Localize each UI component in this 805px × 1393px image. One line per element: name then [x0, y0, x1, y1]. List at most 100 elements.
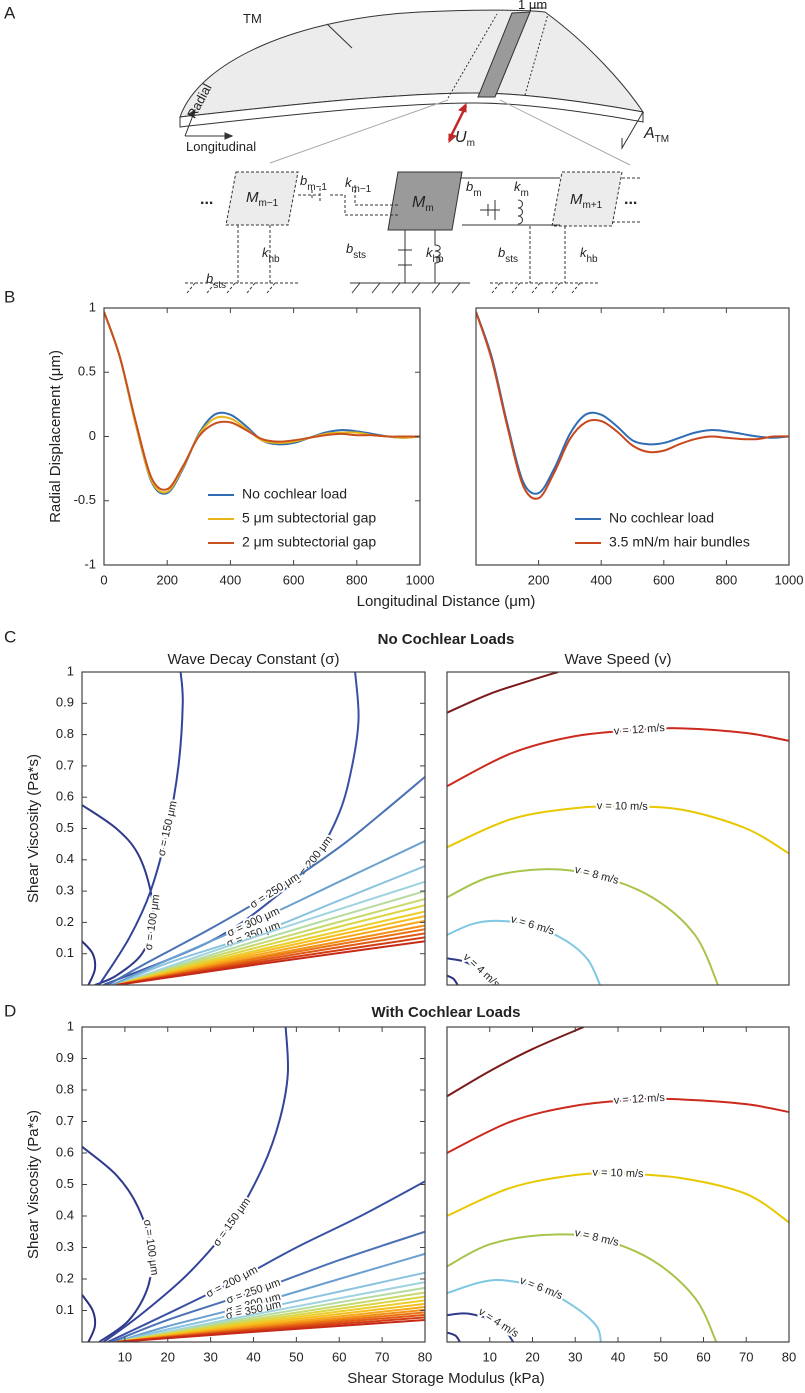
label-text: 1 μm: [518, 0, 547, 12]
mass-next: [551, 171, 623, 227]
contour-line: [116, 1252, 425, 1342]
contour-line: [98, 672, 184, 985]
y-tick-label: 0.9: [56, 1050, 74, 1065]
contour-line: [447, 1172, 789, 1224]
mass-current: [387, 171, 463, 231]
x-axis-label: Longitudinal Distance (μm): [357, 593, 536, 610]
y-tick-label: 0.1: [56, 945, 74, 960]
contour-label: v = 10 m/s: [597, 800, 649, 813]
diagram-label: km: [514, 179, 529, 198]
label-text: k: [426, 245, 434, 260]
plot-frame: [475, 307, 790, 566]
label-sub: TM: [655, 134, 669, 145]
y-tick-label: 0: [89, 428, 96, 443]
diagram-label: Mm: [412, 194, 434, 213]
label-text: M: [412, 194, 426, 211]
y-tick-label: 0.7: [56, 1113, 74, 1128]
y-tick-label: 0.1: [56, 1302, 74, 1317]
label-text: ...: [624, 191, 637, 208]
contour-line: [447, 1233, 718, 1342]
panel-label: C: [4, 627, 16, 646]
plot-area: [104, 308, 420, 565]
tm-front: [179, 92, 644, 128]
contour-line: [447, 672, 559, 714]
y-tick-label: -0.5: [74, 492, 96, 507]
label-sub: sts: [213, 280, 226, 291]
x-tick-label: 800: [716, 572, 738, 587]
contour-label: v = 10 m/s: [592, 1167, 644, 1181]
x-tick-label: 600: [283, 572, 305, 587]
contour-line: [447, 868, 719, 985]
y-tick-label: 0.6: [56, 789, 74, 804]
x-tick-label: 70: [375, 1349, 389, 1364]
y-tick-label: 0.5: [56, 1176, 74, 1191]
tm-edge: [621, 111, 644, 150]
contour-line: [82, 1145, 153, 1342]
diagram-label: Um: [455, 129, 475, 148]
contour-line: [111, 1230, 425, 1342]
label-sub: m: [425, 203, 433, 214]
label-sub: m−1: [307, 182, 327, 193]
y-tick-label: 0.5: [78, 364, 96, 379]
x-tick-label: 600: [653, 572, 675, 587]
contour-line: [447, 805, 789, 855]
tm-segment: [477, 11, 531, 98]
tm-diagram: [179, 7, 645, 294]
contour-line: [115, 880, 425, 985]
x-tick-label: 50: [654, 1349, 668, 1364]
label-text: b: [346, 241, 353, 256]
x-tick-label: 30: [568, 1349, 582, 1364]
y-tick-label: 1: [67, 1018, 74, 1033]
plot-area: [447, 1027, 789, 1342]
y-axis-label: Shear Viscosity (Pa*s): [25, 754, 42, 903]
diagram-label: bsts: [498, 245, 518, 264]
contour-line: [107, 776, 425, 985]
label-text: Longitudinal: [186, 139, 256, 154]
leader: [326, 23, 353, 49]
mass-prev: [225, 171, 299, 226]
contour-line: [447, 1331, 461, 1342]
contour-line: [447, 1279, 602, 1342]
diagram-label: 1 μm: [518, 0, 547, 12]
plot-frame: [446, 671, 790, 986]
y-axis-label: Radial Displacement (μm): [47, 350, 64, 523]
coupling-prev: [298, 185, 400, 216]
x-tick-label: 10: [118, 1349, 132, 1364]
contour-line: [447, 727, 789, 788]
plot-area: [447, 672, 789, 985]
diagram-label: bm: [466, 179, 482, 198]
contour-line: [82, 940, 97, 985]
x-tick-label: 10: [483, 1349, 497, 1364]
x-tick-label: 80: [418, 1349, 432, 1364]
x-axis-label: Shear Storage Modulus (kPa): [347, 1370, 545, 1387]
diagram-label: km−1: [345, 175, 372, 194]
label-text: b: [498, 245, 505, 260]
label-text: ...: [200, 191, 213, 208]
y-tick-label: 0.7: [56, 757, 74, 772]
legend-label: 3.5 mN/m hair bundles: [609, 534, 750, 550]
contour-line: [116, 940, 425, 985]
diagram-label: TM: [243, 11, 262, 26]
contour-line: [115, 865, 425, 985]
label-text: U: [455, 129, 467, 146]
label-sub: m: [521, 188, 529, 199]
arrow-head: [187, 108, 234, 140]
label-text: TM: [243, 11, 262, 26]
label-text: b: [300, 173, 307, 188]
diagram-label: khb: [580, 245, 598, 264]
contour-line: [82, 804, 155, 985]
label-sub: sts: [353, 250, 366, 261]
label-text: k: [345, 175, 353, 190]
contour-line: [447, 957, 491, 985]
y-tick-label: 0.3: [56, 883, 74, 898]
diagram-label: khb: [426, 245, 444, 264]
label-sub: hb: [433, 254, 445, 265]
x-tick-label: 30: [203, 1349, 217, 1364]
x-tick-label: 20: [161, 1349, 175, 1364]
x-tick-label: 200: [528, 572, 550, 587]
contour-label: v = 12 m/s: [613, 722, 665, 738]
diagram-label: bsts: [206, 271, 226, 290]
x-tick-label: 20: [525, 1349, 539, 1364]
contour-line: [447, 1097, 789, 1154]
